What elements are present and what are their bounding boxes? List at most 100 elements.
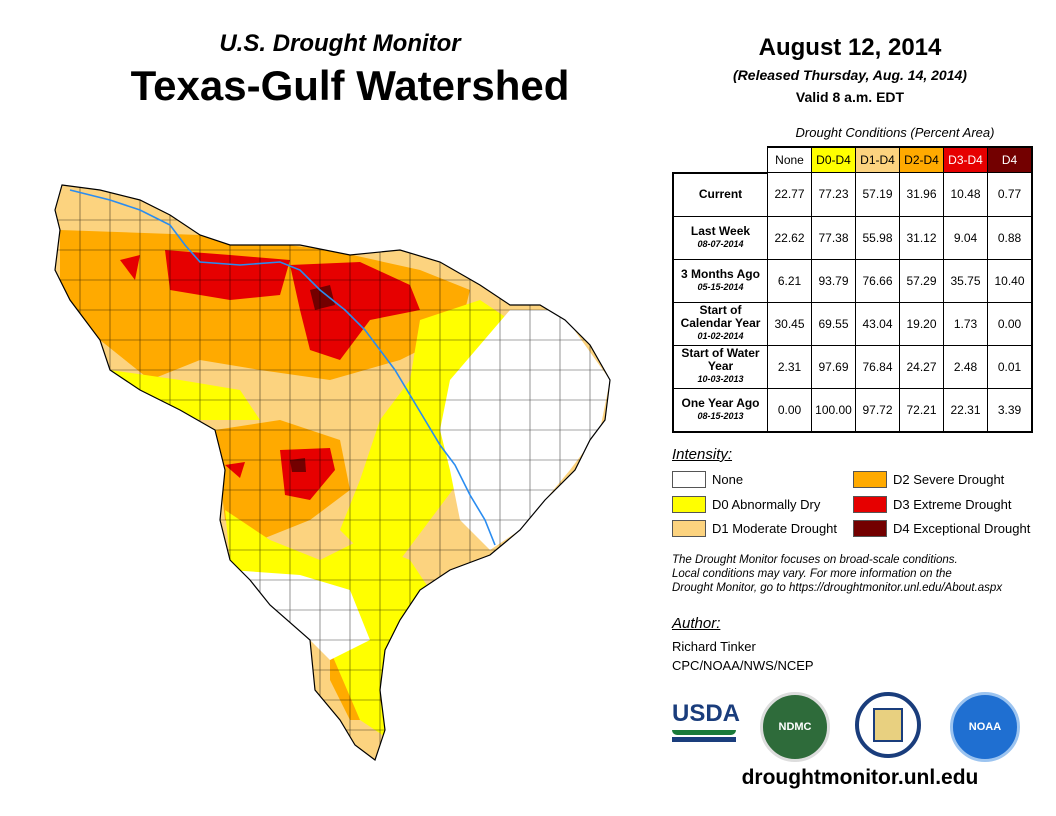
- table-row: One Year Ago 08-15-2013 0.00 100.00 97.72 72.…: [672, 387, 1033, 433]
- row-date: 08-15-2013: [697, 410, 744, 421]
- legend-item-d3: D3 Extreme Drought: [853, 496, 1012, 513]
- table-row: Current 22.77 77.23 57.19 31.96 10.48 0.77: [672, 172, 1033, 217]
- row-title: Start of Calendar Year: [680, 303, 761, 330]
- legend-item-d0: D0 Abnormally Dry: [672, 496, 820, 513]
- valid-time: Valid 8 a.m. EDT: [795, 89, 905, 105]
- col-none: None: [767, 146, 812, 173]
- row-title: Current: [698, 187, 743, 201]
- doc-seal-logo: [855, 692, 921, 758]
- note-line: Local conditions may vary. For more info…: [672, 568, 952, 580]
- table-cell: 30.45: [767, 301, 812, 346]
- map-title: Texas-Gulf Watershed: [130, 62, 570, 109]
- legend-item-d2: D2 Severe Drought: [853, 471, 1004, 488]
- legend-swatch: [672, 496, 706, 513]
- table-cell: 22.31: [943, 387, 988, 433]
- table-cell: 19.20: [899, 301, 944, 346]
- table-row: Last Week 08-07-2014 22.62 77.38 55.98 31.12 9…: [672, 215, 1033, 260]
- legend-swatch: [672, 520, 706, 537]
- author-org: CPC/NOAA/NWS/NCEP: [672, 658, 814, 673]
- map-date: August 12, 2014: [758, 34, 942, 61]
- table-cell: 57.19: [855, 172, 900, 217]
- legend-swatch: [672, 471, 706, 488]
- row-label: Start of Water Year 10-03-2013: [672, 344, 768, 389]
- legend-swatch: [853, 471, 887, 488]
- row-date: 01-02-2014: [697, 331, 744, 341]
- table-cell: 97.69: [811, 344, 856, 389]
- drought-conditions-table: None D0-D4 D1-D4 D2-D4 D3-D4 D4 Current 2…: [672, 146, 1033, 433]
- table-cell: 10.40: [987, 258, 1033, 303]
- none-region-south: [230, 570, 370, 660]
- table-row: 3 Months Ago 05-15-2014 6.21 93.79 76.66 57.2…: [672, 258, 1033, 303]
- row-title: 3 Months Ago: [681, 266, 760, 281]
- table-cell: 2.31: [767, 344, 812, 389]
- col-d3-d4: D3-D4: [943, 146, 988, 173]
- table-row: Start of Water Year 10-03-2013 2.31 97.69 76…: [672, 344, 1033, 389]
- table-cell: 76.84: [855, 344, 900, 389]
- row-label: 3 Months Ago 05-15-2014: [672, 258, 768, 303]
- table-cell: 22.62: [767, 215, 812, 260]
- disclaimer-note: The Drought Monitor focuses on broad-sca…: [672, 553, 1042, 595]
- table-cell: 22.77: [767, 172, 812, 217]
- row-date: 08-07-2014: [697, 238, 744, 249]
- table-cell: 35.75: [943, 258, 988, 303]
- legend-label: D4 Exceptional Drought: [893, 521, 1031, 536]
- legend-item-none: None: [672, 471, 743, 488]
- table-cell: 10.48: [943, 172, 988, 217]
- usda-logo: USDA: [672, 700, 740, 742]
- table-cell: 31.12: [899, 215, 944, 260]
- table-cell: 77.38: [811, 215, 856, 260]
- table-cell: 0.00: [767, 387, 812, 433]
- noaa-logo-text: NOAA: [968, 721, 1002, 733]
- table-cell: 57.29: [899, 258, 944, 303]
- usda-logo-bar: [672, 737, 736, 742]
- table-cell: 24.27: [899, 344, 944, 389]
- table-caption: Drought Conditions (Percent Area): [795, 125, 995, 140]
- note-line: Drought Monitor, go to https://droughtmo…: [672, 582, 1003, 594]
- col-d4: D4: [987, 146, 1033, 173]
- table-cell: 0.77: [987, 172, 1033, 217]
- watershed-map: [54, 184, 611, 761]
- legend-swatch: [853, 496, 887, 513]
- col-d2-d4: D2-D4: [899, 146, 944, 173]
- legend-title: Intensity:: [672, 446, 733, 463]
- table-cell: 6.21: [767, 258, 812, 303]
- row-date: 10-03-2013: [697, 374, 744, 384]
- d0-region-west: [110, 370, 260, 420]
- table-cell: 31.96: [899, 172, 944, 217]
- d3-region-northeast: [290, 262, 420, 360]
- row-label: Start of Calendar Year 01-02-2014: [672, 301, 768, 346]
- table-cell: 72.21: [899, 387, 944, 433]
- d4-region-north: [310, 285, 335, 310]
- row-title: One Year Ago: [681, 395, 760, 410]
- noaa-logo: NOAA: [950, 692, 1020, 762]
- table-cell: 77.23: [811, 172, 856, 217]
- table-cell: 55.98: [855, 215, 900, 260]
- table-cell: 69.55: [811, 301, 856, 346]
- table-cell: 9.04: [943, 215, 988, 260]
- footer-url[interactable]: droughtmonitor.unl.edu: [741, 766, 979, 789]
- author-title: Author:: [672, 615, 721, 632]
- row-label: Current: [672, 172, 768, 217]
- col-d0-d4: D0-D4: [811, 146, 856, 173]
- note-line: The Drought Monitor focuses on broad-sca…: [672, 554, 958, 566]
- legend-swatch: [853, 520, 887, 537]
- col-d1-d4: D1-D4: [855, 146, 900, 173]
- d3-region-north: [165, 250, 290, 300]
- row-label: Last Week 08-07-2014: [672, 215, 768, 260]
- usda-logo-swoosh: [672, 730, 736, 735]
- table-cell: 100.00: [811, 387, 856, 433]
- row-label: One Year Ago 08-15-2013: [672, 387, 768, 433]
- table-cell: 97.72: [855, 387, 900, 433]
- table-cell: 0.88: [987, 215, 1033, 260]
- legend-label: None: [712, 472, 744, 487]
- table-cell: 43.04: [855, 301, 900, 346]
- table-cell: 93.79: [811, 258, 856, 303]
- ndmc-logo-text: NDMC: [778, 721, 812, 733]
- river: [69, 189, 496, 546]
- legend-item-d1: D1 Moderate Drought: [672, 520, 837, 537]
- legend-label: D3 Extreme Drought: [893, 497, 1012, 512]
- table-cell: 0.01: [987, 344, 1033, 389]
- table-cell: 2.48: [943, 344, 988, 389]
- table-row: Start of Calendar Year 01-02-2014 30.45 69.…: [672, 301, 1033, 346]
- row-date: 05-15-2014: [697, 281, 744, 292]
